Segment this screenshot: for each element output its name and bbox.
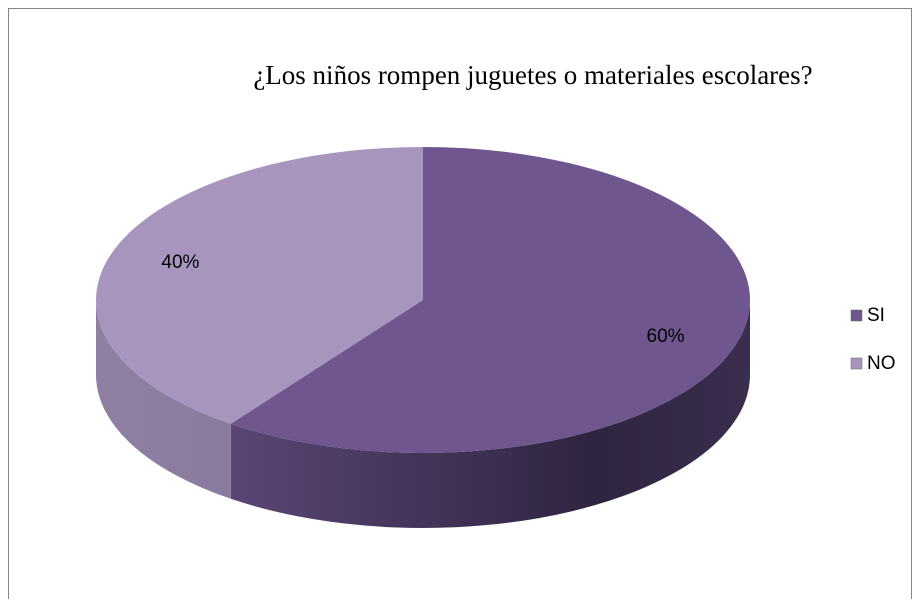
slice [230,147,751,453]
chart-title: ¿Los niños rompen juguetes o materiales … [253,60,812,90]
legend-swatch [850,357,863,370]
slice-side [95,300,231,499]
legend: SI NO [850,305,896,374]
slice-side [230,300,751,528]
legend-swatch [850,309,863,322]
data-label: 40% [161,252,199,273]
legend-label: SI [867,305,885,326]
data-label: 60% [647,326,685,347]
slice [95,147,424,424]
legend-label: NO [867,353,896,374]
pie: 60% 40% [95,147,751,528]
